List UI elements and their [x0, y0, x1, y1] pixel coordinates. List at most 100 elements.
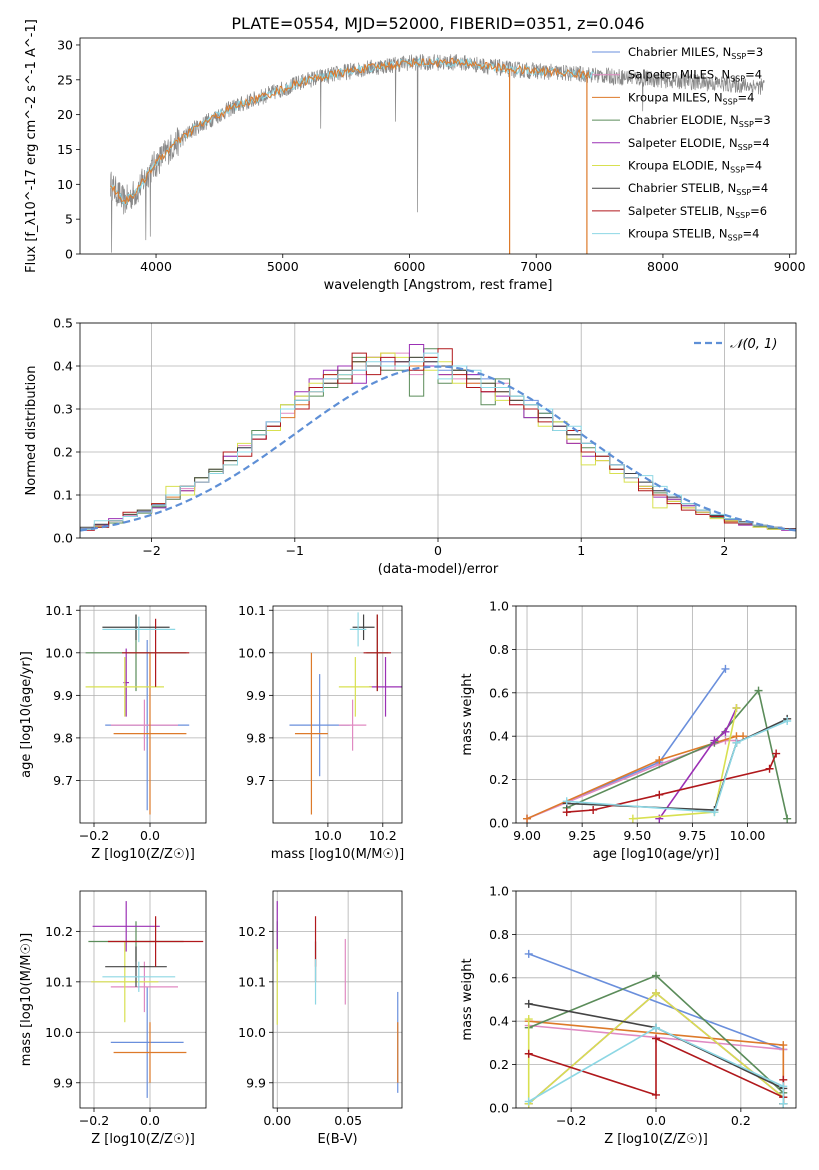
legend-label-sub: SSP: [723, 97, 738, 106]
legend-label-main: Chabrier MILES, N: [628, 45, 731, 59]
weight-marker: [655, 790, 664, 799]
chart-weight_vs_age: 9.00 9.25 9.50 9.75 10.00 0.0 0.2 0.4 0.6 0.8 1.0 a…: [460, 599, 797, 862]
legend-label: Kroupa MILES, NSSP=4: [628, 90, 754, 106]
weight-marker: [710, 808, 719, 817]
x-tick-label: −1: [286, 543, 304, 558]
legend-label: Chabrier STELIB, NSSP=4: [628, 181, 768, 197]
weight-marker: [721, 727, 730, 736]
y-tick-label: 9.7: [246, 773, 266, 788]
plot-area: [289, 612, 402, 815]
legend-label-tail: =3: [746, 45, 763, 59]
axes-border: [272, 890, 403, 1109]
legend-label: 𝒩(0, 1): [730, 337, 777, 352]
x-tick-label: −0.2: [556, 1113, 586, 1128]
y-tick-label: 20: [57, 107, 73, 122]
axes-frame: −2 −1 0 1 2 0.0 0.1 0.2 0.3 0.4 0.5 (data-model)/er…: [24, 316, 797, 577]
y-tick-label: 9.9: [246, 1075, 266, 1090]
legend-label-sub: SSP: [728, 234, 743, 243]
weight-line: [566, 688, 788, 819]
weight-marker: [652, 971, 660, 980]
legend-label-tail: =6: [750, 204, 767, 218]
legend-label-main: Chabrier ELODIE, N: [628, 113, 739, 127]
legend-label-tail: =4: [745, 159, 762, 173]
x-axis-label: age [log10(age/yr)]: [593, 847, 720, 862]
x-axis-label: Z [log10(Z/Z☉)]: [91, 847, 195, 862]
y-tick-label: 9.9: [53, 1075, 73, 1090]
y-tick-label: 9.8: [53, 730, 73, 745]
observed-spectrum: [110, 54, 765, 253]
axes-frame: 4000 5000 6000 7000 8000 9000 0 5 10 15 20 25 30 wave…: [24, 19, 806, 293]
weight-marker: [754, 686, 763, 695]
plot-area: [80, 344, 796, 538]
y-axis-label: age [log10(age/yr)]: [19, 651, 34, 778]
legend-label-main: Kroupa STELIB, N: [628, 227, 728, 241]
x-axis-label: E(B-V): [317, 1132, 357, 1147]
weight-marker: [562, 797, 571, 806]
legend-label-sub: SSP: [731, 52, 746, 61]
legend-label: Chabrier MILES, NSSP=3: [628, 45, 763, 61]
plot-area: [88, 901, 204, 1098]
y-axis-label: mass [log10(M/M☉)]: [19, 933, 34, 1066]
legend-label-tail: =4: [743, 227, 760, 241]
weight-line: [566, 720, 788, 813]
y-tick-label: 10.2: [238, 924, 266, 939]
chart-mass_vs_EBV: 0.00 0.05 9.9 10.0 10.1 10.2 E(B-V): [238, 890, 403, 1147]
axes-frame: 10.0 10.2 9.7 9.8 9.9 10.0 10.1 mass [log10(M/M…: [238, 603, 404, 862]
x-tick-label: 10.2: [369, 828, 397, 843]
y-axis-label: mass weight: [460, 958, 475, 1040]
y-tick-label: 5: [65, 212, 73, 227]
weight-line: [528, 1026, 785, 1104]
x-tick-label: 0.2: [731, 1113, 751, 1128]
x-tick-label: 4000: [140, 259, 172, 274]
y-tick-label: 25: [57, 72, 73, 87]
x-tick-label: 9000: [774, 259, 806, 274]
legend-label: Salpeter MILES, NSSP=4: [628, 68, 762, 84]
legend-label-sub: SSP: [735, 211, 750, 220]
weight-marker: [783, 717, 792, 726]
y-tick-label: 9.9: [53, 688, 73, 703]
weight-marker: [783, 814, 792, 823]
y-tick-label: 0.0: [489, 816, 509, 831]
weight-line: [566, 718, 788, 811]
y-tick-label: 10.0: [238, 645, 266, 660]
legend-label-main: Salpeter MILES, N: [628, 68, 730, 82]
y-tick-label: 0.6: [489, 970, 509, 985]
axes-border: [79, 890, 207, 1109]
x-axis-label: (data-model)/error: [378, 562, 499, 577]
y-axis-label: mass weight: [460, 673, 475, 755]
x-axis-label: mass [log10(M/M☉)]: [271, 847, 404, 862]
weight-marker: [710, 736, 719, 745]
y-tick-label: 10.0: [45, 645, 73, 660]
x-axis-label: Z [log10(Z/Z☉)]: [604, 1132, 708, 1147]
y-tick-label: 0.4: [489, 729, 509, 744]
legend-label-sub: SSP: [736, 188, 751, 197]
legend-label: Salpeter ELODIE, NSSP=4: [628, 136, 770, 152]
legend-label-tail: =3: [754, 113, 771, 127]
x-tick-label: 6000: [394, 259, 426, 274]
weight-marker: [772, 749, 781, 758]
x-tick-label: 0.0: [140, 828, 160, 843]
weight-marker: [779, 1082, 788, 1091]
y-tick-label: 9.7: [53, 773, 73, 788]
y-tick-label: 30: [57, 37, 73, 52]
weight-marker: [652, 1023, 660, 1032]
legend-label-tail: =4: [745, 68, 762, 82]
x-tick-label: 8000: [647, 259, 679, 274]
axes-border: [515, 605, 797, 824]
axes-border: [79, 37, 797, 255]
plot-area: [276, 901, 399, 1093]
legend-label: Salpeter STELIB, NSSP=6: [628, 204, 767, 220]
plot-area: [85, 614, 190, 815]
weight-marker: [721, 664, 730, 673]
weight-line: [632, 707, 738, 820]
weight-marker: [655, 756, 664, 765]
y-tick-label: 10.1: [45, 974, 73, 989]
x-tick-label: 1: [577, 543, 585, 558]
x-tick-label: 7000: [520, 259, 552, 274]
y-tick-label: 9.9: [246, 688, 266, 703]
y-tick-label: 0.4: [53, 359, 73, 374]
histogram-kroupa-stelib: [80, 352, 796, 538]
axes-frame: −0.2 0.0 0.2 0.0 0.2 0.4 0.6 0.8 1.0 Z [log10(Z/Z…: [460, 884, 797, 1147]
x-axis-label: wavelength [Angstrom, rest frame]: [324, 278, 553, 293]
